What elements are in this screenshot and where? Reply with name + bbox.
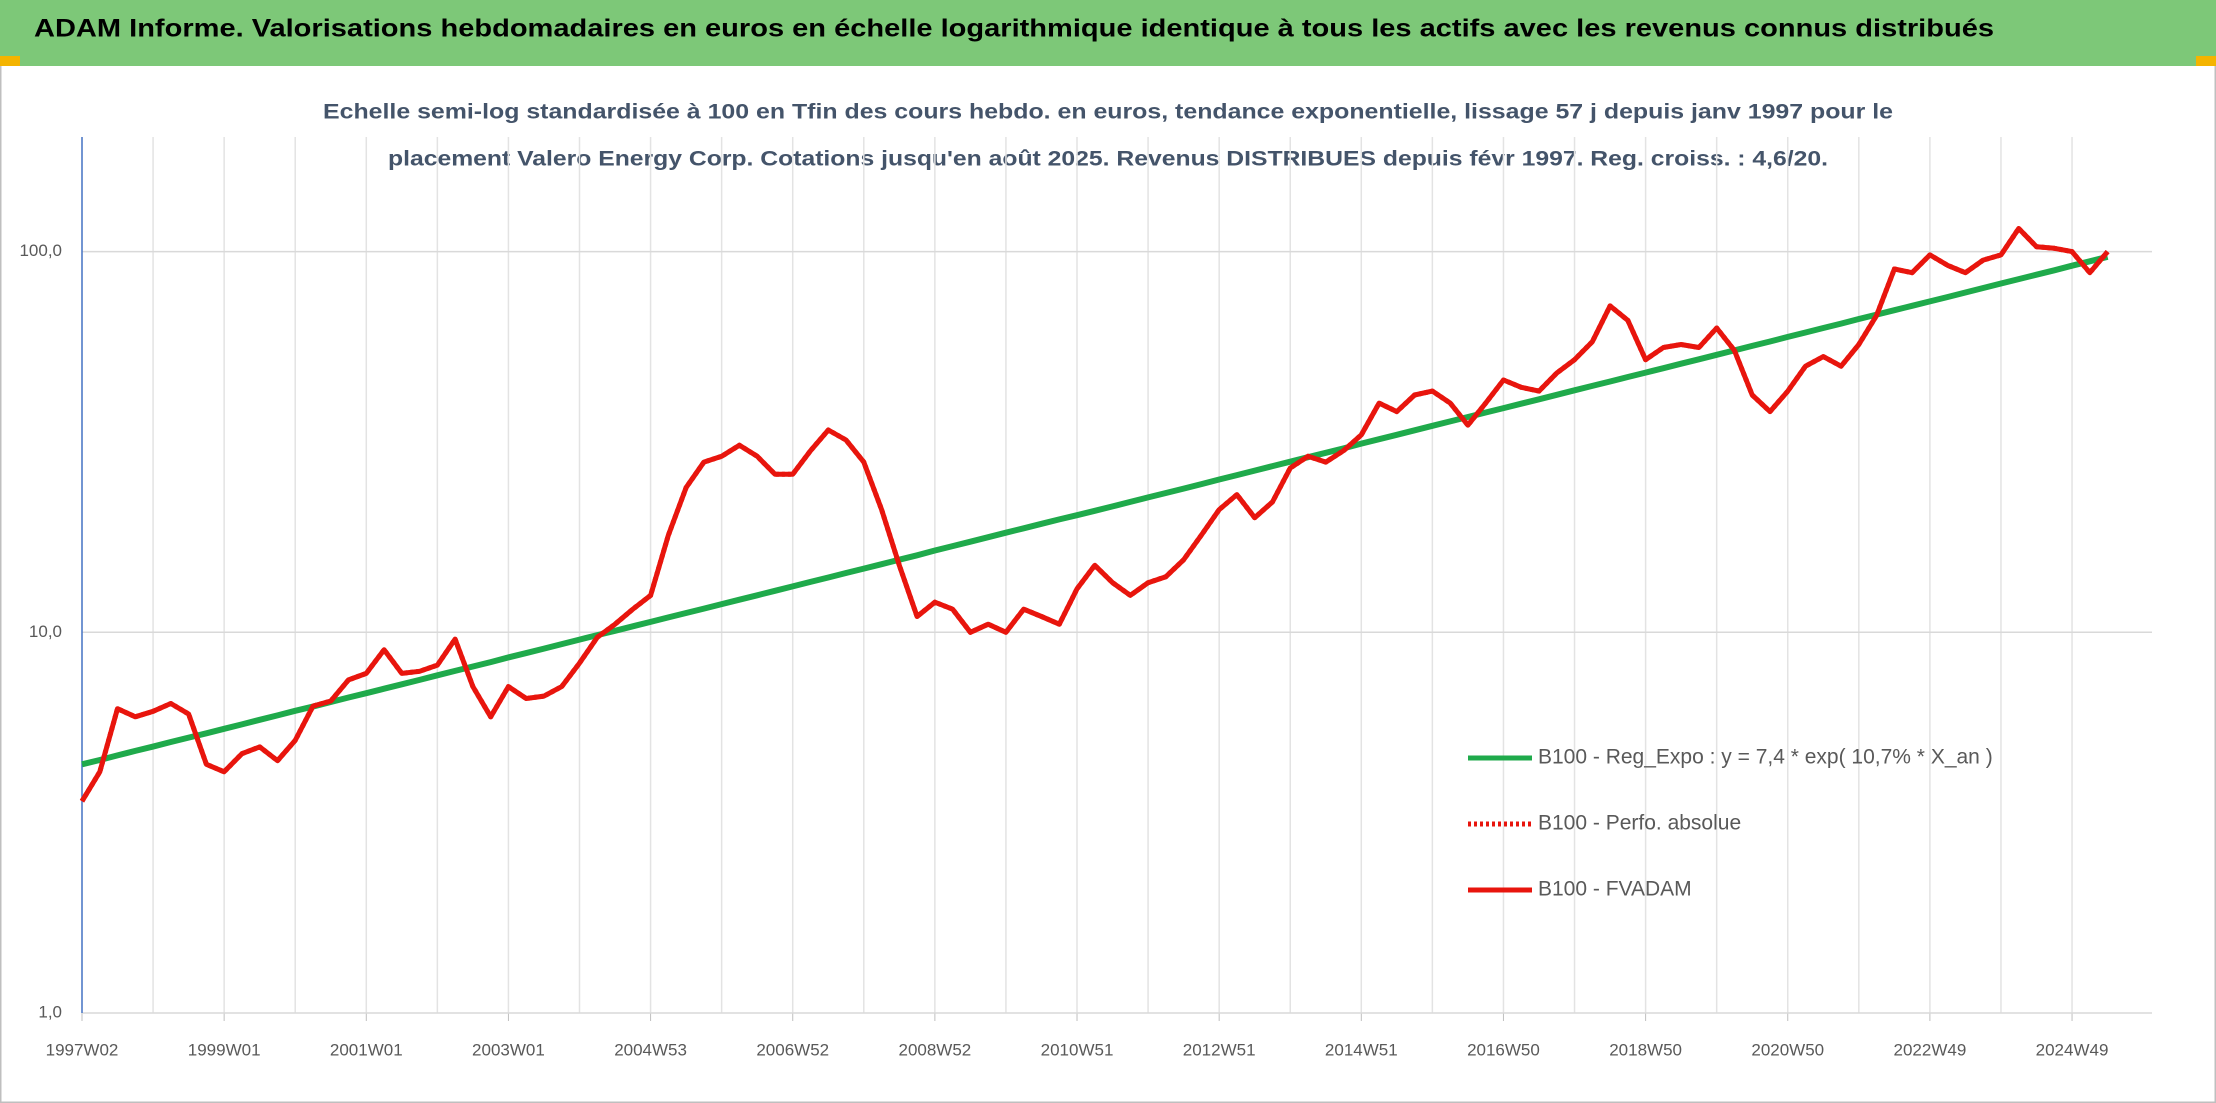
x-tick-label: 2018W50 (1609, 1040, 1682, 1059)
y-tick-label: 10,0 (29, 622, 62, 641)
corner (0, 56, 20, 66)
x-tick-label: 1997W02 (46, 1040, 119, 1059)
x-tick-label: 2014W51 (1325, 1040, 1398, 1059)
legend-label: B100 - FVADAM (1538, 878, 1692, 901)
x-tick-label: 2003W01 (472, 1040, 545, 1059)
x-tick-label: 2012W51 (1183, 1040, 1256, 1059)
header-band (0, 0, 2216, 66)
legend-label: B100 - Reg_Expo : y = 7,4 * exp( 10,7% *… (1538, 746, 1993, 769)
chart-title: ADAM Informe. Valorisations hebdomadaire… (34, 15, 1994, 43)
corner (2196, 56, 2216, 66)
x-tick-label: 2024W49 (2036, 1040, 2109, 1059)
legend-label: B100 - Perfo. absolue (1538, 812, 1741, 835)
chart-subtitle: placement Valero Energy Corp. Cotations … (388, 148, 1828, 171)
x-tick-label: 1999W01 (188, 1040, 261, 1059)
x-tick-label: 2008W52 (898, 1040, 971, 1059)
chart-subtitle: Echelle semi-log standardisée à 100 en T… (323, 101, 1893, 124)
series-line (79, 226, 2110, 803)
x-tick-label: 2016W50 (1467, 1040, 1540, 1059)
x-tick-label: 2010W51 (1041, 1040, 1114, 1059)
y-tick-label: 100,0 (19, 241, 62, 260)
x-tick-label: 2022W49 (1894, 1040, 1967, 1059)
y-tick-label: 1,0 (38, 1002, 62, 1021)
x-tick-label: 2004W53 (614, 1040, 687, 1059)
x-tick-label: 2020W50 (1751, 1040, 1824, 1059)
x-tick-label: 2006W52 (756, 1040, 829, 1059)
series-line (81, 253, 2109, 768)
x-tick-label: 2001W01 (330, 1040, 403, 1059)
